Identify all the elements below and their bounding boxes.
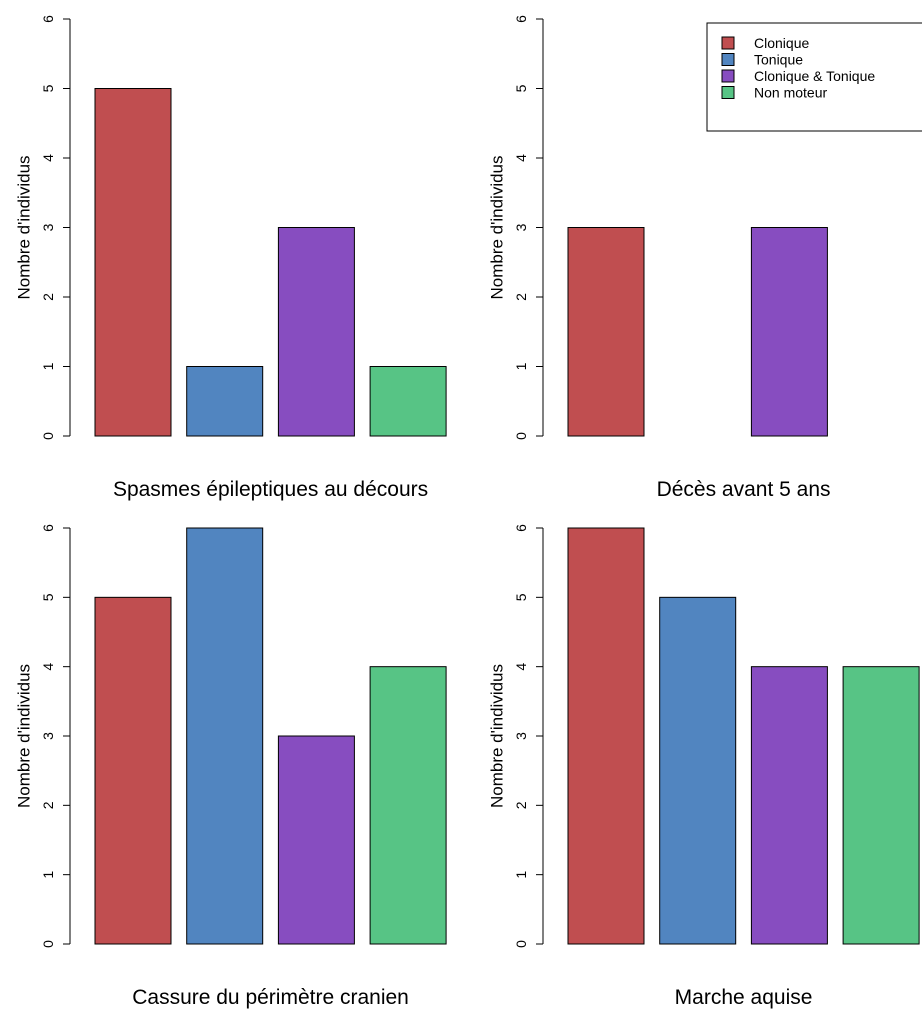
y-tick-label: 3 [40, 223, 56, 231]
legend-label-clonique-and-tonique: Clonique & Tonique [754, 68, 875, 84]
bar-clonique [94, 596, 172, 945]
y-tick-label: 5 [40, 593, 56, 601]
chart-panel-2: 0 1 2 3 4 5 6 Nombre d'individus Décès avant 5 a… [488, 15, 922, 501]
y-tick-label: 0 [40, 940, 56, 948]
bar-tonique [186, 527, 264, 945]
bar-non-moteur [842, 666, 920, 945]
y-tick-label: 4 [40, 154, 56, 162]
bar-clonique [567, 527, 645, 945]
y-tick-label: 3 [513, 732, 529, 740]
legend-swatch-clonique-and-tonique [721, 69, 735, 83]
y-axis-label: Nombre d'individus [488, 664, 507, 808]
y-tick-label: 6 [513, 524, 529, 532]
bar-clonique [567, 227, 645, 437]
y-tick-label: 4 [513, 154, 529, 162]
y-tick-label: 5 [40, 84, 56, 92]
y-tick-label: 1 [513, 871, 529, 879]
panel-title: Décès avant 5 ans [657, 478, 831, 501]
bar-non-moteur [369, 666, 447, 945]
bar-tonique [659, 596, 737, 945]
y-tick-label: 6 [40, 15, 56, 23]
legend-label-clonique: Clonique [754, 35, 809, 51]
bar-clonique-and-tonique [277, 735, 355, 945]
legend-label-tonique: Tonique [754, 52, 803, 68]
y-tick-label: 2 [513, 801, 529, 809]
legend-swatch-tonique [721, 53, 735, 66]
bar-clonique [94, 88, 172, 437]
y-tick-label: 0 [513, 940, 529, 948]
y-tick-label: 0 [513, 432, 529, 440]
y-tick-label: 2 [40, 293, 56, 301]
y-tick-label: 1 [513, 362, 529, 370]
y-axis-label: Nombre d'individus [488, 155, 507, 299]
chart-panel-1: 0 1 2 3 4 5 6 Nombre d'individus Spasmes épilept… [15, 15, 447, 501]
legend-swatch-non-moteur [721, 86, 735, 99]
bar-tonique [186, 366, 264, 437]
bar-non-moteur [369, 366, 447, 437]
y-tick-label: 6 [513, 15, 529, 23]
y-tick-label: 4 [513, 663, 529, 671]
bar-clonique-and-tonique [750, 666, 828, 945]
y-tick-label: 4 [40, 663, 56, 671]
y-tick-label: 2 [40, 801, 56, 809]
chart-panel-3: 0 1 2 3 4 5 6 Nombre d'individus Cassure du péri… [15, 524, 447, 1009]
y-tick-label: 5 [513, 84, 529, 92]
panel-title: Spasmes épileptiques au décours [113, 478, 428, 501]
y-tick-label: 3 [513, 223, 529, 231]
bar-clonique-and-tonique [277, 227, 355, 437]
legend-label-non-moteur: Non moteur [754, 85, 827, 101]
y-tick-label: 2 [513, 293, 529, 301]
y-axis-label: Nombre d'individus [15, 664, 34, 808]
panel-title: Marche aquise [675, 986, 813, 1009]
y-tick-label: 6 [40, 524, 56, 532]
y-axis-label: Nombre d'individus [15, 155, 34, 299]
y-tick-label: 0 [40, 432, 56, 440]
chart-panel-4: 0 1 2 3 4 5 6 Nombre d'individus Marche aquise [488, 524, 920, 1009]
y-tick-label: 1 [40, 362, 56, 370]
legend-box [706, 22, 922, 132]
legend-swatch-clonique [721, 36, 735, 50]
y-tick-label: 3 [40, 732, 56, 740]
y-tick-label: 5 [513, 593, 529, 601]
bar-clonique-and-tonique [750, 227, 828, 437]
panel-title: Cassure du périmètre cranien [132, 986, 409, 1009]
y-tick-label: 1 [40, 871, 56, 879]
